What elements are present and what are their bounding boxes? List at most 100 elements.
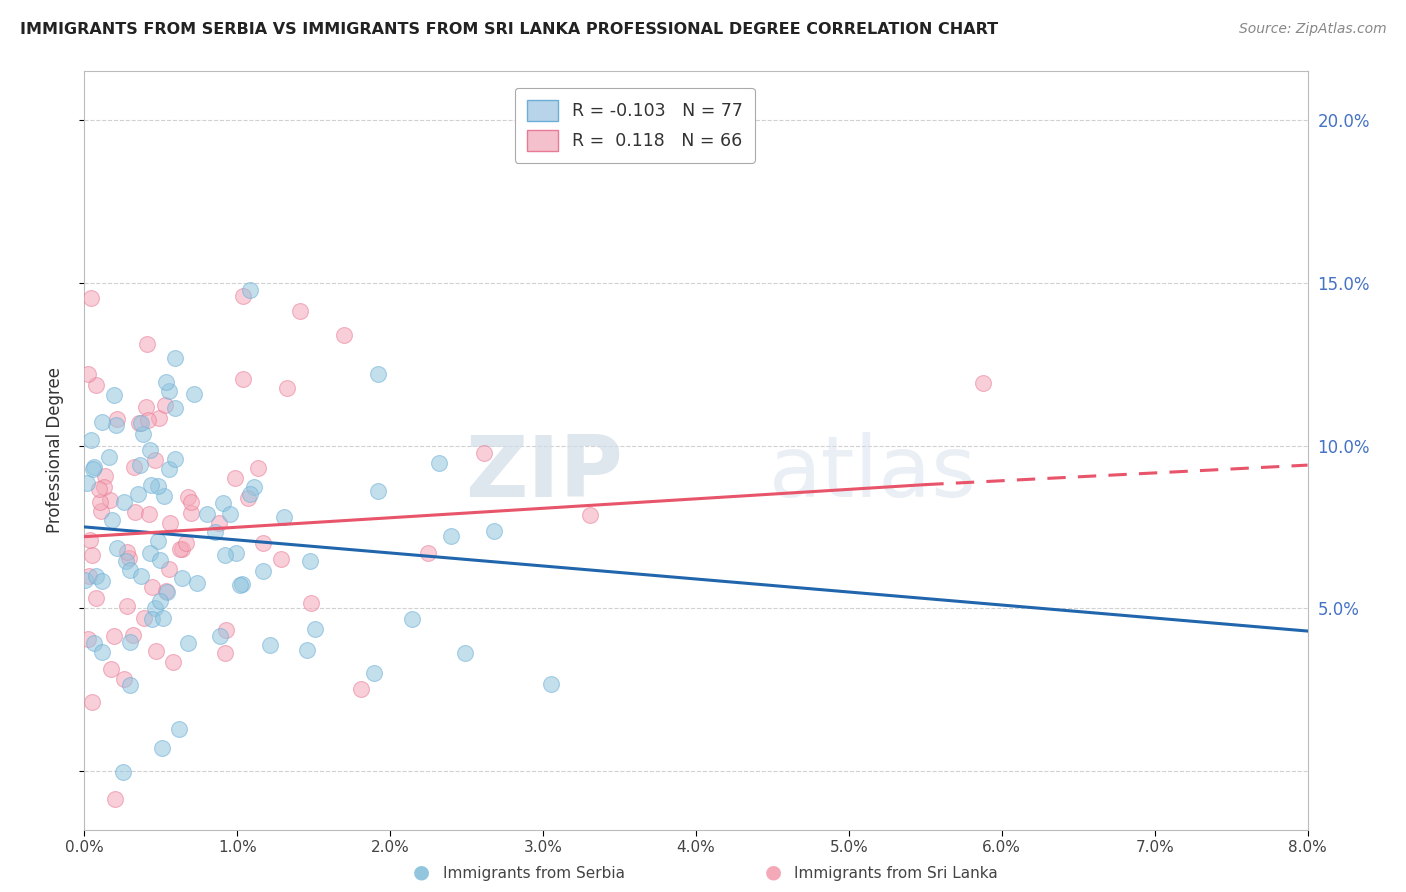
Point bbox=[89, 495, 111, 509]
Point bbox=[270, 551, 292, 566]
Point bbox=[112, 495, 135, 509]
Point bbox=[172, 541, 194, 556]
Point bbox=[304, 622, 326, 636]
Point bbox=[276, 381, 298, 395]
Point bbox=[472, 446, 495, 460]
Point bbox=[579, 508, 602, 522]
Point bbox=[214, 646, 236, 660]
Point bbox=[416, 545, 439, 559]
Point bbox=[115, 554, 138, 568]
Point bbox=[103, 388, 125, 402]
Point bbox=[84, 377, 107, 392]
Point bbox=[148, 411, 170, 425]
Point bbox=[155, 375, 177, 389]
Point bbox=[141, 580, 163, 594]
Point bbox=[146, 479, 169, 493]
Point bbox=[124, 505, 146, 519]
Point bbox=[224, 471, 246, 485]
Point bbox=[252, 564, 274, 578]
Point bbox=[132, 610, 155, 624]
Point bbox=[90, 574, 112, 588]
Point bbox=[138, 546, 160, 560]
Point bbox=[236, 491, 259, 506]
Point bbox=[79, 533, 101, 547]
Point bbox=[180, 495, 202, 509]
Point bbox=[120, 563, 142, 577]
Point bbox=[215, 624, 238, 638]
Point bbox=[105, 541, 128, 555]
Point bbox=[97, 450, 120, 464]
Point bbox=[540, 677, 562, 691]
Point bbox=[150, 741, 173, 756]
Y-axis label: Professional Degree: Professional Degree bbox=[45, 368, 63, 533]
Point bbox=[105, 417, 128, 432]
Point bbox=[232, 289, 254, 303]
Point bbox=[177, 636, 200, 650]
Point bbox=[118, 551, 141, 566]
Text: atlas: atlas bbox=[769, 432, 977, 515]
Point bbox=[135, 337, 157, 351]
Point bbox=[105, 412, 128, 426]
Point bbox=[299, 596, 322, 610]
Point bbox=[129, 568, 152, 582]
Point bbox=[83, 460, 105, 475]
Point bbox=[138, 507, 160, 521]
Point bbox=[148, 594, 170, 608]
Point bbox=[143, 600, 166, 615]
Point bbox=[239, 284, 262, 298]
Point bbox=[232, 372, 254, 386]
Point bbox=[163, 451, 186, 466]
Text: ●: ● bbox=[413, 863, 430, 881]
Point bbox=[454, 646, 477, 660]
Point bbox=[229, 578, 252, 592]
Point bbox=[128, 416, 150, 430]
Point bbox=[159, 516, 181, 530]
Point bbox=[169, 541, 191, 556]
Point bbox=[77, 569, 100, 583]
Point bbox=[152, 489, 174, 503]
Point bbox=[367, 484, 389, 499]
Point bbox=[98, 493, 121, 508]
Point bbox=[183, 386, 205, 401]
Point bbox=[124, 460, 146, 475]
Point bbox=[84, 569, 107, 583]
Point bbox=[259, 638, 281, 652]
Point bbox=[157, 384, 180, 399]
Point bbox=[80, 433, 103, 447]
Point bbox=[129, 458, 152, 472]
Point bbox=[204, 524, 226, 539]
Point bbox=[118, 678, 141, 692]
Point bbox=[333, 328, 356, 343]
Point bbox=[243, 480, 266, 494]
Point bbox=[363, 665, 385, 680]
Point bbox=[165, 351, 187, 365]
Point bbox=[247, 461, 270, 475]
Point bbox=[131, 417, 153, 431]
Point bbox=[90, 645, 112, 659]
Point bbox=[295, 643, 318, 657]
Legend: R = -0.103   N = 77, R =  0.118   N = 66: R = -0.103 N = 77, R = 0.118 N = 66 bbox=[515, 87, 755, 163]
Point bbox=[135, 400, 157, 414]
Point bbox=[219, 507, 242, 521]
Point bbox=[82, 695, 104, 709]
Point bbox=[208, 629, 231, 643]
Point bbox=[157, 562, 180, 576]
Point bbox=[212, 496, 235, 510]
Point bbox=[90, 504, 112, 518]
Point bbox=[80, 291, 103, 305]
Point bbox=[162, 655, 184, 669]
Point bbox=[104, 792, 127, 806]
Point bbox=[103, 629, 125, 643]
Point bbox=[163, 401, 186, 415]
Point bbox=[177, 490, 200, 504]
Point bbox=[167, 723, 190, 737]
Point bbox=[427, 457, 450, 471]
Point bbox=[82, 462, 104, 476]
Point bbox=[112, 672, 135, 686]
Point bbox=[350, 681, 373, 696]
Point bbox=[115, 599, 138, 613]
Point bbox=[93, 480, 115, 494]
Point bbox=[290, 303, 312, 318]
Point bbox=[111, 765, 134, 780]
Point bbox=[100, 661, 122, 675]
